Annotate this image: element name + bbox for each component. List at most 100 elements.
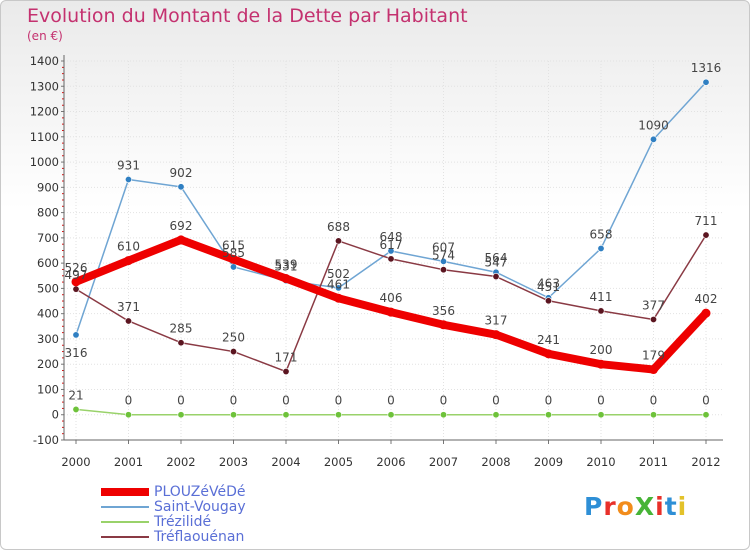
data-label: 200: [590, 343, 613, 357]
data-point: [649, 315, 657, 323]
data-label: 317: [485, 314, 508, 328]
data-point: [387, 411, 395, 419]
data-label: 0: [177, 394, 185, 408]
data-label: 1316: [691, 61, 722, 75]
data-label: 451: [537, 280, 560, 294]
data-point: [702, 231, 710, 239]
data-point: [544, 349, 553, 359]
data-label: 463: [537, 277, 560, 291]
data-label: 0: [545, 394, 553, 408]
legend-swatch: [101, 535, 149, 538]
y-tick-label: 0: [52, 408, 59, 422]
data-point: [125, 411, 133, 419]
data-point: [176, 235, 186, 245]
y-tick-label: 1000: [30, 155, 59, 169]
data-label: 241: [537, 333, 560, 347]
proxiti-logo: ProXiti: [584, 492, 687, 521]
data-point: [177, 411, 185, 419]
data-point: [596, 359, 606, 369]
data-label: 0: [335, 394, 343, 408]
data-label: 692: [170, 219, 193, 233]
x-tick-label: 2007: [429, 455, 458, 469]
data-label: 0: [387, 394, 395, 408]
data-label: 179: [642, 349, 665, 363]
data-label: 931: [117, 159, 140, 173]
data-label: 574: [432, 249, 455, 263]
legend-label: Trézilidé: [154, 513, 212, 530]
data-point: [334, 293, 343, 303]
y-tick-label: 1100: [30, 130, 59, 144]
data-label: 902: [170, 166, 193, 180]
data-point: [281, 274, 291, 284]
legend-item: Trézilidé: [101, 513, 246, 530]
data-point: [282, 368, 290, 376]
data-point: [649, 135, 657, 143]
x-tick-label: 2006: [376, 455, 405, 469]
data-label: 171: [275, 351, 298, 365]
data-label: 21: [68, 388, 83, 402]
data-point: [230, 348, 238, 356]
legend-label: PLOUZéVéDé: [154, 483, 246, 500]
logo-letter: i: [655, 492, 665, 521]
data-label: 250: [222, 331, 245, 345]
data-label: 617: [380, 238, 403, 252]
data-label: 377: [642, 298, 665, 312]
data-point: [71, 277, 81, 287]
data-point: [702, 78, 710, 86]
chart-unit-label: (en €): [27, 29, 63, 43]
x-tick-label: 2005: [324, 455, 353, 469]
y-tick-label: 900: [37, 180, 59, 194]
data-label: 497: [65, 268, 88, 282]
data-point: [387, 255, 395, 263]
data-label: 0: [230, 394, 238, 408]
legend-label: Tréflaouénan: [154, 528, 245, 545]
legend-swatch: [101, 487, 149, 496]
legend-swatch: [101, 520, 149, 523]
legend-item: Saint-Vougay: [101, 499, 246, 515]
data-label: 0: [440, 394, 448, 408]
data-label: 658: [590, 227, 613, 241]
y-tick-label: 1200: [30, 105, 59, 119]
data-label: 0: [597, 394, 605, 408]
data-label: 0: [650, 394, 658, 408]
y-tick-label: 400: [37, 307, 59, 321]
data-point: [230, 411, 238, 419]
logo-letter: X: [634, 492, 656, 521]
data-point: [492, 411, 500, 419]
data-point: [597, 244, 605, 252]
data-label: 615: [222, 238, 245, 252]
x-tick-label: 2003: [219, 455, 248, 469]
data-label: 461: [327, 277, 350, 291]
data-label: 0: [125, 394, 133, 408]
data-point: [702, 411, 710, 419]
data-label: 0: [282, 394, 290, 408]
data-label: 356: [432, 304, 455, 318]
data-point: [72, 331, 80, 339]
x-tick-label: 2000: [61, 455, 90, 469]
data-label: 1090: [638, 118, 669, 132]
y-tick-label: 500: [37, 281, 59, 295]
y-tick-label: 200: [37, 357, 59, 371]
y-tick-label: 100: [37, 382, 59, 396]
data-label: 531: [275, 260, 298, 274]
data-point: [701, 308, 711, 318]
data-label: 564: [485, 251, 508, 265]
data-point: [544, 411, 552, 419]
legend-item: Tréflaouénan: [101, 528, 246, 545]
chart-legend: PLOUZéVéDé Saint-Vougay Trézilidé Tréflaoué…: [101, 483, 246, 545]
legend-swatch: [101, 505, 149, 508]
data-point: [439, 411, 447, 419]
data-point: [334, 237, 342, 245]
data-point: [282, 411, 290, 419]
data-point: [439, 320, 448, 330]
x-tick-label: 2008: [481, 455, 510, 469]
x-tick-label: 2011: [639, 455, 668, 469]
data-label: 285: [170, 322, 193, 336]
data-point: [72, 405, 80, 413]
x-tick-label: 2001: [114, 455, 143, 469]
data-label: 0: [492, 394, 500, 408]
data-label: 585: [222, 246, 245, 260]
x-tick-label: 2002: [166, 455, 195, 469]
data-label: 607: [432, 240, 455, 254]
data-label: 547: [485, 256, 508, 270]
